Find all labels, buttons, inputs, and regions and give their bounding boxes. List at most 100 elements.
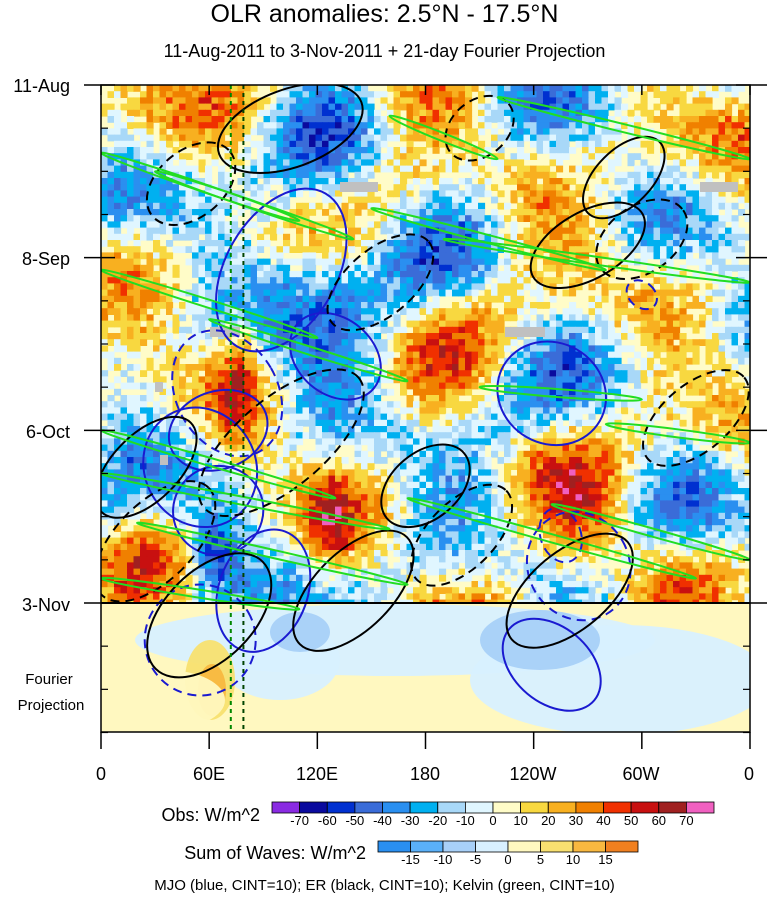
obs-cell: [159, 116, 167, 123]
obs-cell: [465, 339, 473, 346]
obs-cell: [380, 419, 388, 427]
obs-cell: [608, 246, 616, 253]
obs-cell: [153, 450, 161, 458]
obs-cell: [406, 395, 414, 402]
obs-cell: [484, 103, 492, 111]
obs-cell: [107, 91, 115, 98]
obs-cell: [452, 320, 460, 328]
obs-cell: [224, 171, 232, 179]
obs-cell: [679, 140, 687, 148]
obs-cell: [439, 314, 447, 322]
obs-cell: [224, 202, 232, 210]
obs-cell: [263, 295, 271, 303]
obs-cell: [361, 190, 369, 198]
obs-cell: [692, 171, 700, 179]
obs-cell: [744, 122, 750, 129]
obs-cell: [211, 122, 219, 129]
obs-cell: [192, 271, 200, 278]
obs-cell: [465, 314, 473, 322]
obs-cell: [679, 246, 687, 253]
obs-cell: [517, 271, 525, 278]
obs-cell: [744, 320, 750, 328]
obs-cell: [166, 91, 174, 98]
obs-cell: [692, 345, 700, 353]
obs-cell: [666, 395, 674, 402]
obs-cell: [328, 240, 336, 247]
obs-cell: [530, 302, 538, 309]
obs-cell: [361, 314, 369, 322]
obs-cell: [478, 190, 486, 198]
obs-cell: [731, 134, 739, 142]
obs-cell: [309, 388, 317, 396]
obs-cell: [530, 432, 538, 439]
obs-cell: [413, 165, 421, 173]
obs-cell: [185, 345, 193, 353]
obs-cell: [426, 413, 434, 421]
obs-cell: [647, 147, 655, 154]
obs-cell: [608, 388, 616, 396]
obs-cell: [419, 351, 427, 359]
obs-cell: [634, 190, 642, 198]
obs-cell: [673, 395, 681, 402]
obs-cell: [679, 159, 687, 167]
obs-cell: [387, 134, 395, 142]
obs-cell: [712, 196, 720, 204]
obs-cell: [439, 289, 447, 297]
obs-cell: [244, 357, 252, 365]
obs-cell: [536, 109, 544, 117]
obs-cell: [432, 370, 440, 377]
obs-cell: [146, 426, 154, 433]
obs-cell: [107, 364, 115, 371]
obs-cell: [582, 240, 590, 247]
obs-cell: [133, 264, 141, 272]
obs-cell: [471, 196, 479, 204]
obs-cell: [452, 190, 460, 198]
obs-cell: [413, 91, 421, 98]
obs-cell: [582, 401, 590, 408]
obs-cell: [712, 339, 720, 346]
obs-cell: [666, 221, 674, 229]
obs-cell: [153, 283, 161, 291]
obs-cell: [432, 85, 440, 92]
obs-cell: [133, 140, 141, 148]
obs-cell: [458, 388, 466, 396]
obs-cell: [335, 159, 343, 167]
obs-cell: [452, 351, 460, 359]
obs-cell: [237, 283, 245, 291]
obs-cell: [588, 295, 596, 303]
obs-cell: [679, 320, 687, 328]
obs-cell: [686, 283, 694, 291]
obs-cell: [621, 190, 629, 198]
obs-cell: [211, 444, 219, 452]
obs-cell: [218, 438, 226, 446]
obs-cell: [465, 351, 473, 359]
obs-cell: [114, 308, 122, 315]
obs-cell: [322, 103, 330, 111]
obs-cell: [419, 271, 427, 278]
obs-cell: [699, 97, 707, 105]
obs-cell: [335, 246, 343, 253]
obs-cell: [484, 252, 492, 260]
obs-cell: [653, 382, 661, 390]
obs-cell: [328, 308, 336, 315]
obs-cell: [426, 314, 434, 322]
obs-cell: [192, 215, 200, 222]
obs-cell: [296, 351, 304, 359]
obs-cell: [530, 401, 538, 408]
obs-cell: [484, 295, 492, 303]
obs-cell: [315, 171, 323, 179]
obs-cell: [536, 271, 544, 278]
obs-cell: [406, 85, 414, 92]
obs-cell: [257, 264, 265, 272]
obs-cell: [413, 264, 421, 272]
obs-cell: [146, 295, 154, 303]
obs-cell: [510, 407, 518, 415]
obs-cell: [536, 407, 544, 415]
obs-cell: [647, 184, 655, 191]
obs-cell: [289, 333, 297, 340]
obs-cell: [257, 339, 265, 346]
obs-cell: [731, 91, 739, 98]
obs-cell: [341, 283, 349, 291]
obs-cell: [679, 370, 687, 377]
obs-cell: [244, 314, 252, 322]
